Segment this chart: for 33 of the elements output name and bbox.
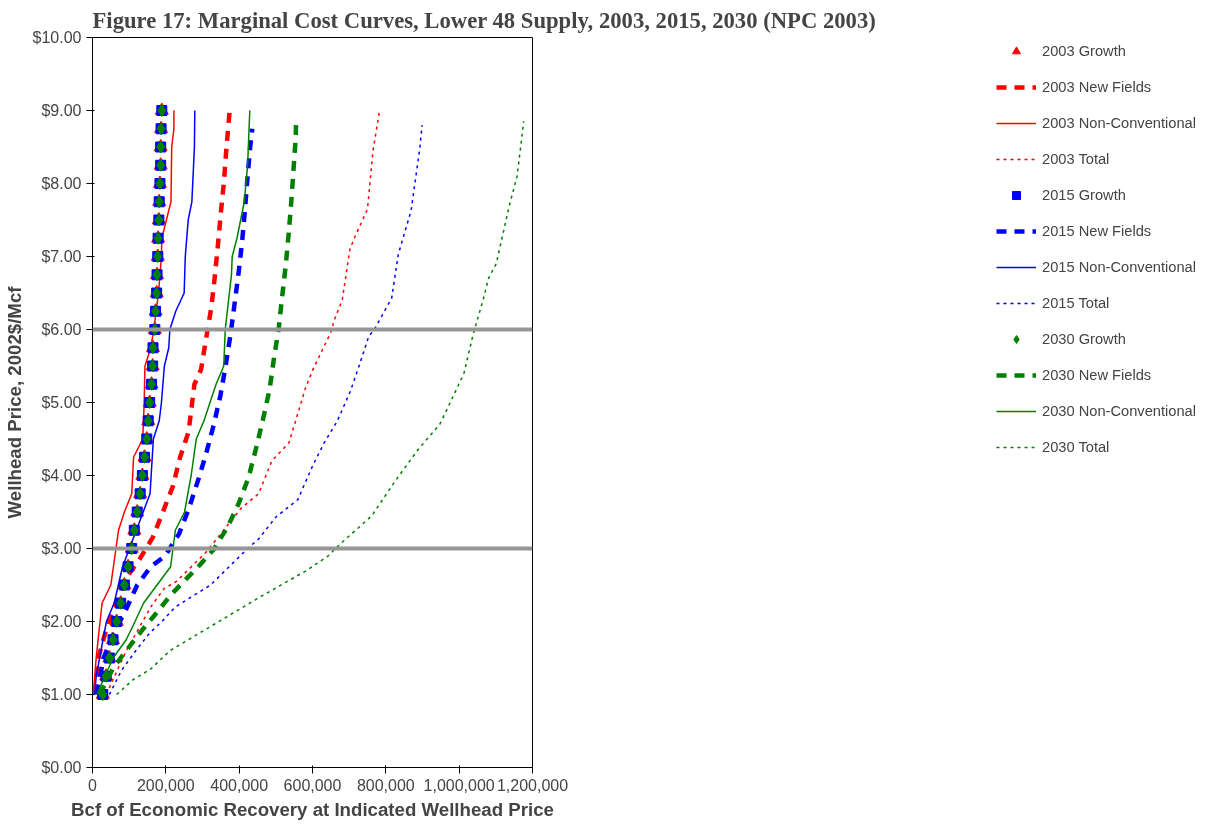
chart-title: Figure 17: Marginal Cost Curves, Lower 48 Supply, 2003, 2015, 2030 (NPC 2003)	[92, 7, 876, 33]
y-axis-title: Wellhead Price, 2002$/Mcf	[3, 285, 25, 519]
legend-label: 2003 Growth	[1042, 43, 1126, 59]
legend-label: 2030 New Fields	[1042, 367, 1152, 383]
x-tick-label: 200,000	[136, 776, 195, 794]
y-tick-label: $9.00	[41, 102, 82, 119]
x-tick-label: 0	[88, 776, 98, 794]
legend-label: 2030 Non-Conventional	[1042, 403, 1196, 419]
legend-label: 2003 New Fields	[1042, 79, 1152, 95]
legend-label: 2015 Total	[1042, 295, 1110, 311]
legend-label: 2015 Growth	[1042, 187, 1126, 203]
y-tick-label: $2.00	[41, 613, 82, 630]
y-tick-label: $1.00	[41, 686, 82, 703]
legend-label: 2015 New Fields	[1042, 223, 1152, 239]
x-tick-label: 800,000	[356, 776, 415, 794]
x-tick-label: 600,000	[283, 776, 342, 794]
x-tick-label: 400,000	[210, 776, 269, 794]
y-tick-label: $3.00	[41, 540, 82, 557]
y-tick-label: $7.00	[41, 248, 82, 265]
x-axis-title: Bcf of Economic Recovery at Indicated Wellhead Price	[71, 798, 554, 820]
y-tick-label: $5.00	[41, 394, 82, 411]
legend-label: 2003 Total	[1042, 151, 1110, 167]
legend-label: 2015 Non-Conventional	[1042, 259, 1196, 275]
x-tick-label: 1,200,000	[496, 776, 569, 794]
y-tick-label: $8.00	[41, 175, 82, 192]
x-tick-label: 1,000,000	[423, 776, 495, 794]
y-tick-label: $0.00	[41, 759, 82, 776]
y-tick-label: $10.00	[32, 29, 82, 46]
y-tick-label: $4.00	[41, 467, 82, 484]
legend-label: 2030 Growth	[1042, 331, 1126, 347]
legend-label: 2003 Non-Conventional	[1042, 115, 1196, 131]
legend-label: 2030 Total	[1042, 439, 1110, 455]
y-tick-label: $6.00	[41, 321, 82, 338]
